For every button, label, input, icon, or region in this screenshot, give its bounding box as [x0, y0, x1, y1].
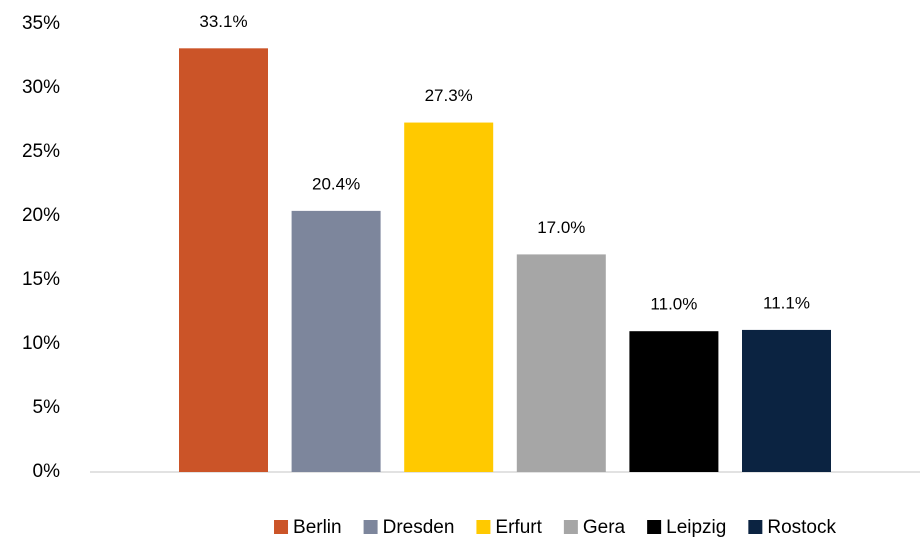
y-tick-label: 0% — [33, 461, 61, 482]
data-label: 27.3% — [425, 86, 473, 105]
legend-swatch — [647, 520, 662, 534]
legend-swatch — [476, 520, 491, 534]
data-label: 11.1% — [763, 293, 810, 312]
data-label: 11.0% — [650, 295, 697, 314]
y-tick-label: 20% — [22, 205, 60, 226]
data-label: 17.0% — [537, 218, 585, 237]
y-tick-label: 5% — [33, 397, 61, 418]
y-tick-label: 30% — [22, 77, 60, 98]
bar — [404, 122, 494, 472]
bar — [291, 210, 381, 472]
bar — [179, 48, 268, 472]
y-tick-label: 15% — [22, 269, 60, 290]
y-tick-label: 35% — [22, 13, 60, 34]
y-tick-label: 25% — [22, 141, 60, 162]
legend-swatch — [363, 520, 378, 534]
bar — [629, 331, 719, 472]
data-label: 33.1% — [199, 12, 247, 31]
legend-swatch — [748, 520, 763, 534]
legend-label: Berlin — [293, 517, 342, 538]
bar — [516, 254, 606, 472]
legend-swatch — [563, 520, 578, 534]
bar — [742, 329, 831, 472]
data-label: 20.4% — [312, 174, 360, 193]
legend-label: Leipzig — [666, 517, 726, 538]
legend-label: Erfurt — [495, 517, 542, 538]
y-tick-label: 10% — [22, 333, 60, 354]
legend-swatch — [274, 520, 289, 534]
legend-label: Gera — [583, 517, 626, 538]
legend-label: Rostock — [767, 517, 836, 538]
legend-label: Dresden — [383, 517, 455, 538]
